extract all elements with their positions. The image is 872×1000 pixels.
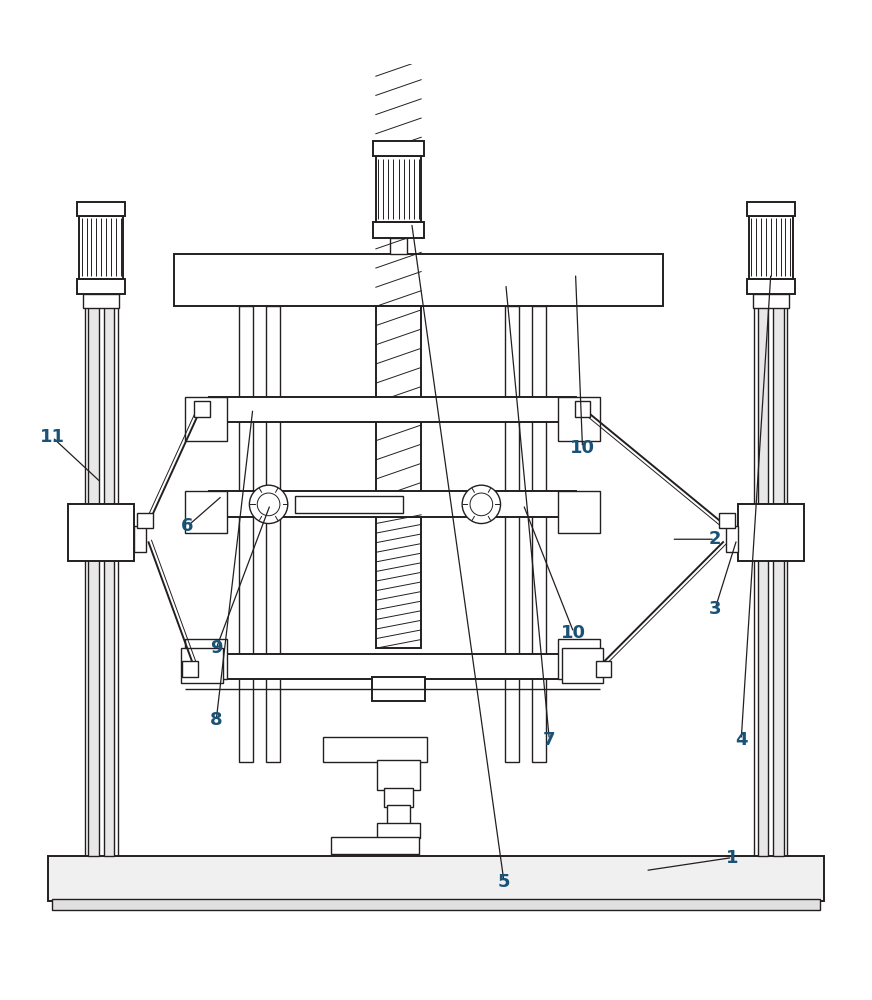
Bar xyxy=(372,677,425,701)
Text: 5: 5 xyxy=(498,873,510,891)
Bar xyxy=(209,397,576,422)
Text: 2: 2 xyxy=(709,530,721,548)
Bar xyxy=(209,654,576,679)
Circle shape xyxy=(257,493,280,516)
Bar xyxy=(575,401,590,417)
Bar xyxy=(104,278,114,856)
Bar xyxy=(174,254,663,306)
Bar xyxy=(77,279,126,294)
Bar xyxy=(373,141,424,156)
Text: 10: 10 xyxy=(570,439,595,457)
Text: 9: 9 xyxy=(210,639,222,657)
Circle shape xyxy=(249,485,288,524)
Bar xyxy=(331,837,419,854)
Bar xyxy=(376,156,421,222)
Text: 11: 11 xyxy=(40,428,65,446)
Text: 7: 7 xyxy=(543,731,555,749)
Bar xyxy=(88,278,99,856)
Text: 8: 8 xyxy=(210,711,222,729)
Bar xyxy=(68,504,134,561)
Bar xyxy=(773,278,784,856)
Bar xyxy=(377,760,420,790)
Bar xyxy=(83,294,119,308)
Bar xyxy=(48,856,824,901)
Circle shape xyxy=(462,485,501,524)
Bar xyxy=(185,491,227,533)
Circle shape xyxy=(470,493,493,516)
Bar xyxy=(181,648,223,683)
Bar xyxy=(295,496,403,513)
Bar xyxy=(558,491,600,533)
Bar xyxy=(746,202,795,216)
Bar xyxy=(596,661,611,677)
Text: 1: 1 xyxy=(726,849,739,867)
Bar xyxy=(185,639,227,679)
Text: 6: 6 xyxy=(181,517,194,535)
Bar xyxy=(505,306,519,762)
Bar xyxy=(738,504,804,561)
Bar xyxy=(532,306,546,762)
Bar xyxy=(387,805,410,824)
Bar xyxy=(239,306,253,762)
Bar xyxy=(209,491,576,517)
Bar xyxy=(377,823,420,838)
Bar xyxy=(79,216,123,279)
Bar xyxy=(137,513,153,528)
Bar xyxy=(719,513,735,528)
Text: 4: 4 xyxy=(735,731,747,749)
Bar xyxy=(134,526,146,552)
Bar xyxy=(758,278,768,856)
Bar xyxy=(376,517,421,648)
Bar xyxy=(323,737,427,762)
Bar xyxy=(749,216,793,279)
Bar xyxy=(390,238,407,254)
Bar xyxy=(266,306,280,762)
Bar xyxy=(558,397,600,441)
Bar xyxy=(726,526,738,552)
Bar xyxy=(52,899,820,910)
Bar xyxy=(384,788,413,807)
Bar xyxy=(185,397,227,441)
Bar xyxy=(373,222,424,238)
Text: 10: 10 xyxy=(562,624,586,642)
Bar xyxy=(376,306,421,517)
Bar xyxy=(182,661,198,677)
Bar xyxy=(77,202,126,216)
Bar xyxy=(562,648,603,683)
Bar xyxy=(194,401,210,417)
Bar xyxy=(558,639,600,679)
Text: 3: 3 xyxy=(709,600,721,618)
Bar xyxy=(753,294,789,308)
Bar xyxy=(746,279,795,294)
